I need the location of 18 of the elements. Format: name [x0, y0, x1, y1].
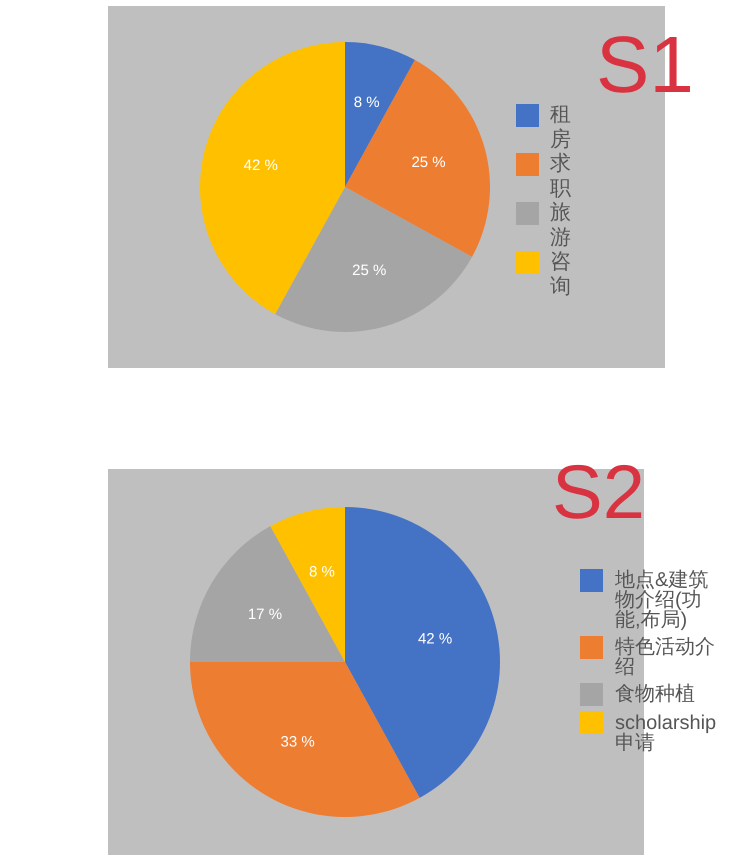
data-label: 8 %: [308, 563, 335, 580]
data-label: 33 %: [280, 734, 315, 751]
legend-label: scholarship申请: [615, 712, 718, 754]
legend-label: 地点&建筑物介绍(功能,布局): [615, 569, 710, 631]
chart-title: S1: [596, 20, 694, 109]
legend-label: 食物种植: [615, 683, 696, 705]
data-label: 42 %: [418, 630, 452, 648]
legend-label: 咨询: [550, 250, 572, 299]
legend-label: 租房: [550, 103, 572, 152]
legend-label: 求职: [550, 152, 572, 201]
data-label: 8 %: [354, 94, 380, 112]
legend-label: 旅游: [550, 201, 572, 250]
data-label: 25 %: [411, 154, 446, 172]
data-label: 42 %: [244, 156, 278, 174]
data-label: 17 %: [248, 606, 282, 624]
data-label: 25 %: [352, 262, 386, 280]
legend-label: 特色活动介绍: [615, 636, 716, 678]
chart-title: S2: [552, 450, 645, 535]
